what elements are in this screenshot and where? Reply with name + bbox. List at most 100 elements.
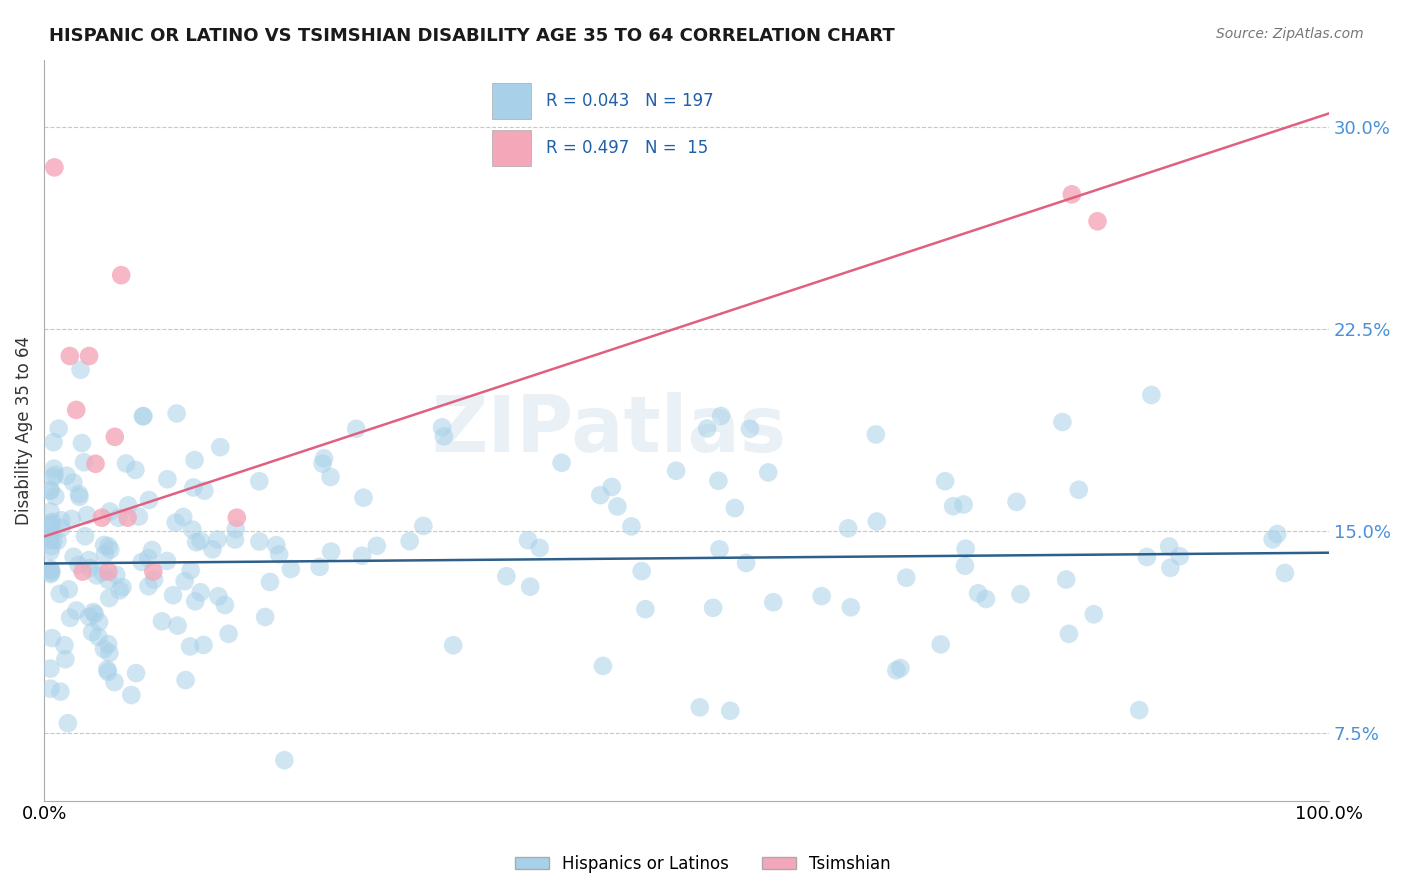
Point <box>93 642 115 657</box>
Point <box>321 544 343 558</box>
Point <box>702 600 724 615</box>
Point <box>132 409 155 424</box>
Point <box>90 510 112 524</box>
Point <box>48 587 70 601</box>
Point <box>56 716 79 731</box>
Point <box>218 627 240 641</box>
Point <box>224 533 246 547</box>
Point <box>76 508 98 522</box>
Point <box>98 646 121 660</box>
Point <box>59 611 82 625</box>
Point <box>39 533 62 547</box>
Point <box>97 539 120 553</box>
Point <box>53 638 76 652</box>
Point <box>41 631 63 645</box>
Point <box>312 451 335 466</box>
Point <box>710 409 733 423</box>
Point <box>86 568 108 582</box>
Point <box>39 483 62 497</box>
Point <box>42 435 65 450</box>
Point <box>762 595 785 609</box>
Point <box>735 556 758 570</box>
Point <box>207 533 229 547</box>
Point <box>606 500 628 514</box>
Point <box>128 509 150 524</box>
Point <box>115 457 138 471</box>
Point <box>173 574 195 589</box>
Point <box>105 567 128 582</box>
Point <box>433 429 456 443</box>
Point <box>120 688 142 702</box>
Point <box>166 407 188 421</box>
Point <box>143 573 166 587</box>
Point <box>117 510 139 524</box>
Point <box>311 457 333 471</box>
Point <box>87 630 110 644</box>
Point <box>259 574 281 589</box>
Point <box>942 500 965 514</box>
Point <box>810 589 832 603</box>
Point <box>344 422 367 436</box>
Point <box>756 466 779 480</box>
Point <box>97 573 120 587</box>
Point <box>67 558 90 572</box>
Point <box>366 539 388 553</box>
Point <box>70 436 93 450</box>
Point <box>953 558 976 573</box>
Point <box>620 519 643 533</box>
Point <box>48 422 70 436</box>
Point <box>967 586 990 600</box>
Point <box>529 541 551 555</box>
Point <box>1159 561 1181 575</box>
Point <box>974 592 997 607</box>
Point <box>630 564 652 578</box>
Point <box>866 515 889 529</box>
Point <box>39 531 62 545</box>
Point <box>65 403 87 417</box>
Point <box>83 607 105 622</box>
Point <box>107 511 129 525</box>
Point <box>1054 573 1077 587</box>
Point <box>98 542 121 557</box>
Point <box>934 474 956 488</box>
Point <box>273 753 295 767</box>
Point <box>103 675 125 690</box>
Point <box>707 474 730 488</box>
Point <box>77 553 100 567</box>
Point <box>412 519 434 533</box>
Point <box>180 563 202 577</box>
Point <box>39 662 62 676</box>
Point <box>952 498 974 512</box>
Point <box>1128 703 1150 717</box>
Point <box>138 579 160 593</box>
Point <box>132 409 155 424</box>
Point <box>738 422 761 436</box>
Point <box>46 533 69 548</box>
Point <box>166 618 188 632</box>
Point <box>39 567 62 582</box>
Point <box>696 421 718 435</box>
Point <box>839 600 862 615</box>
Point <box>280 562 302 576</box>
Y-axis label: Disability Age 35 to 64: Disability Age 35 to 64 <box>15 335 32 524</box>
Point <box>60 512 83 526</box>
Point <box>254 610 277 624</box>
Point <box>41 539 63 553</box>
Point <box>165 516 187 530</box>
Point <box>59 349 82 363</box>
Point <box>39 566 62 580</box>
Point <box>190 533 212 548</box>
Point <box>718 704 741 718</box>
Point <box>104 430 127 444</box>
Point <box>1261 533 1284 547</box>
Point <box>82 625 104 640</box>
Point <box>430 420 453 434</box>
Point <box>72 565 94 579</box>
Point <box>156 472 179 486</box>
Point <box>62 549 84 564</box>
Point <box>108 583 131 598</box>
Point <box>225 522 247 536</box>
Point <box>1140 388 1163 402</box>
Point <box>39 483 62 498</box>
Point <box>62 475 84 490</box>
